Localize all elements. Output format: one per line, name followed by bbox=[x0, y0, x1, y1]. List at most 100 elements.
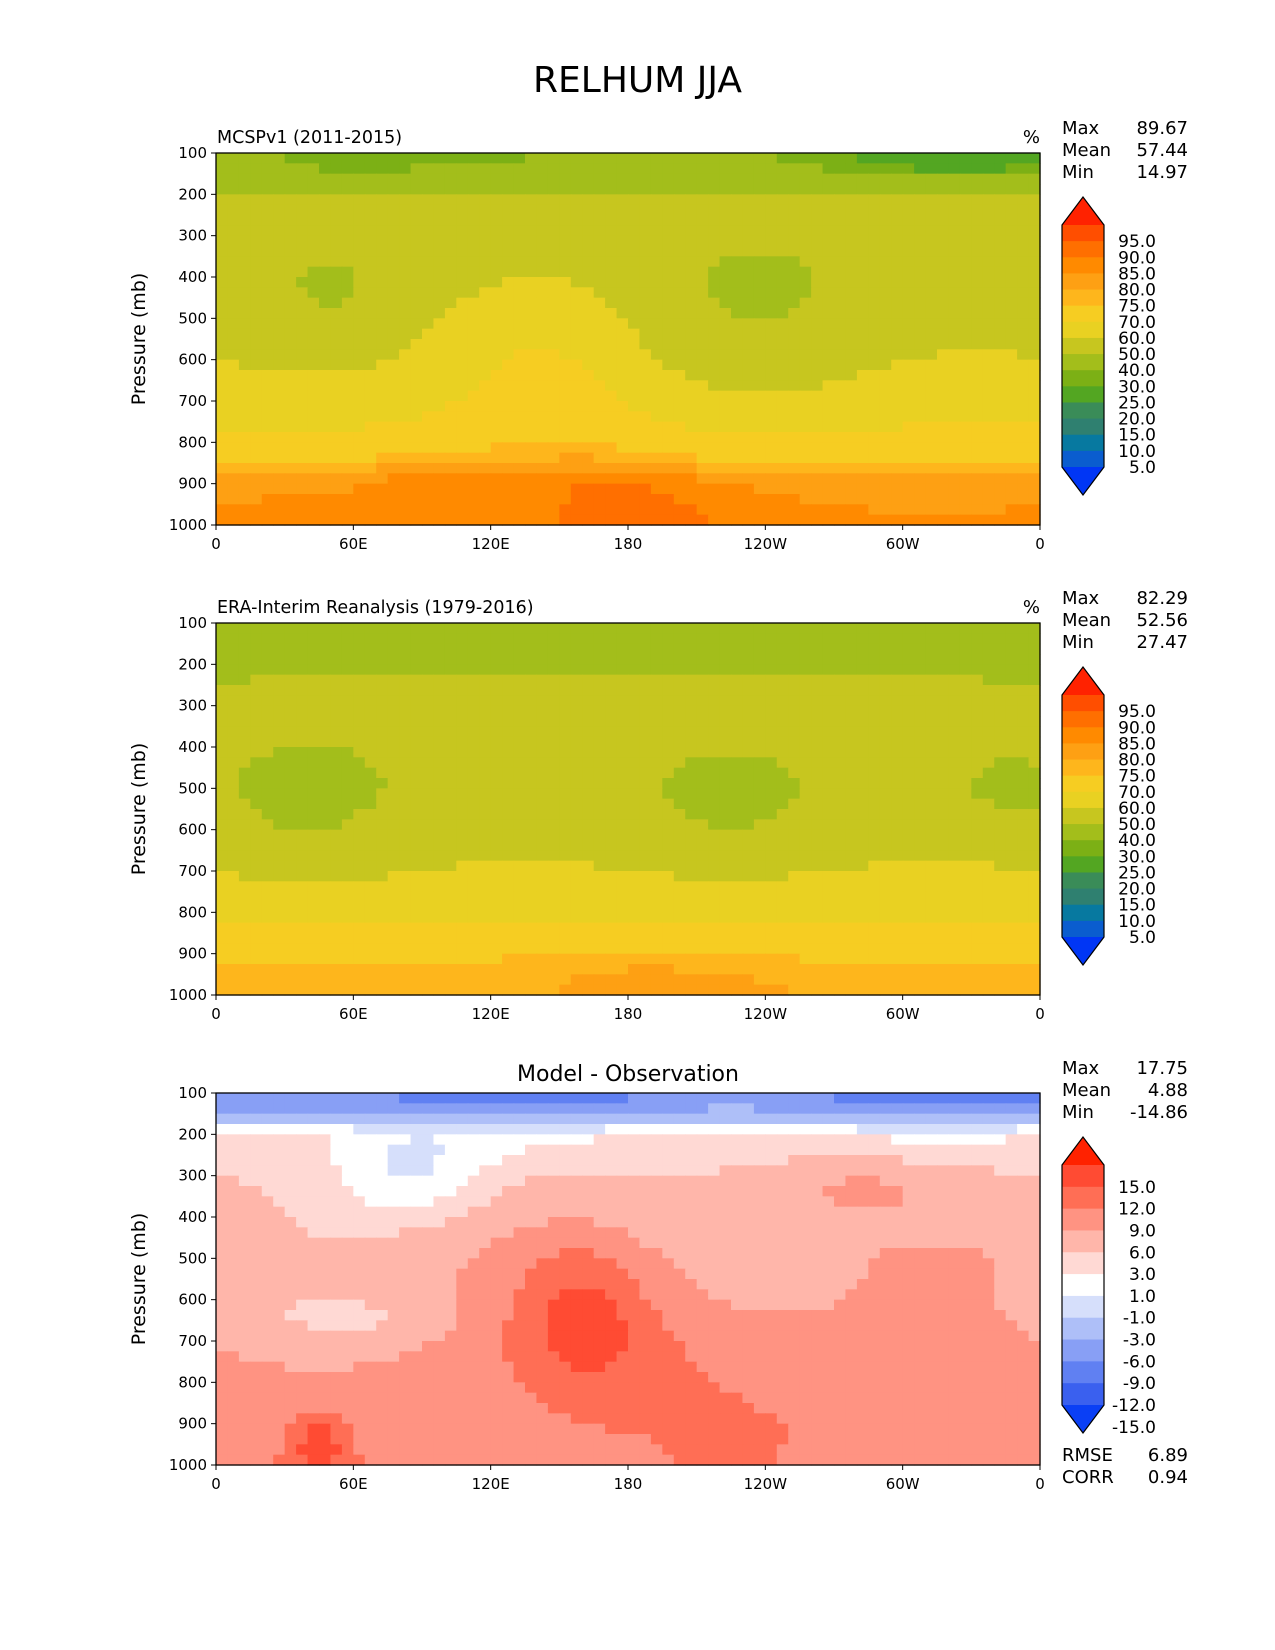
heatmap-cell bbox=[685, 757, 698, 769]
heatmap-cell bbox=[502, 767, 515, 779]
heatmap-cell bbox=[490, 421, 503, 433]
heatmap-cell bbox=[628, 339, 641, 350]
heatmap-cell bbox=[376, 452, 389, 464]
heatmap-cell bbox=[765, 421, 778, 433]
heatmap-cell bbox=[216, 339, 229, 350]
heatmap-cell bbox=[959, 339, 972, 350]
heatmap-cell bbox=[845, 912, 858, 924]
heatmap-cell bbox=[410, 809, 423, 820]
heatmap-cell bbox=[1005, 370, 1018, 381]
heatmap-cell bbox=[776, 184, 789, 195]
heatmap-cell bbox=[1005, 473, 1018, 485]
heatmap-cell bbox=[1028, 194, 1041, 206]
heatmap-cell bbox=[982, 757, 995, 769]
heatmap-cell bbox=[433, 390, 446, 402]
heatmap-cell bbox=[456, 287, 469, 299]
heatmap-cell bbox=[1017, 494, 1030, 505]
heatmap-cell bbox=[765, 463, 778, 474]
heatmap-cell bbox=[570, 215, 583, 226]
heatmap-cell bbox=[364, 287, 377, 299]
heatmap-cell bbox=[593, 674, 606, 686]
heatmap-cell bbox=[444, 411, 457, 423]
heatmap-cell bbox=[639, 705, 652, 717]
heatmap-cell bbox=[593, 747, 606, 758]
heatmap-cell bbox=[662, 514, 675, 526]
heatmap-cell bbox=[891, 194, 904, 206]
heatmap-cell bbox=[765, 163, 778, 175]
heatmap-cell bbox=[891, 339, 904, 350]
heatmap-cell bbox=[559, 318, 572, 330]
heatmap-cell bbox=[502, 494, 515, 505]
heatmap-cell bbox=[731, 674, 744, 686]
heatmap-cell bbox=[845, 757, 858, 769]
heatmap-cell bbox=[628, 912, 641, 924]
heatmap-cell bbox=[341, 173, 354, 185]
heatmap-cell bbox=[971, 705, 984, 717]
heatmap-cell bbox=[662, 819, 675, 831]
heatmap-cell bbox=[216, 788, 229, 800]
heatmap-cell bbox=[742, 809, 755, 820]
heatmap-cell bbox=[433, 840, 446, 851]
heatmap-cell bbox=[250, 788, 263, 800]
heatmap-cell bbox=[227, 442, 240, 454]
heatmap-cell bbox=[593, 463, 606, 474]
heatmap-cell bbox=[868, 726, 881, 738]
heatmap-cell bbox=[216, 736, 229, 748]
heatmap-cell bbox=[971, 654, 984, 665]
heatmap-cell bbox=[559, 767, 572, 779]
heatmap-cell bbox=[1028, 912, 1041, 924]
heatmap-cell bbox=[559, 204, 572, 216]
heatmap-cell bbox=[238, 943, 251, 955]
heatmap-cell bbox=[731, 432, 744, 443]
heatmap-cell bbox=[570, 809, 583, 820]
heatmap-cell bbox=[891, 215, 904, 226]
heatmap-cell bbox=[662, 390, 675, 402]
heatmap-cell bbox=[525, 819, 538, 831]
heatmap-cell bbox=[547, 736, 560, 748]
heatmap-cell bbox=[639, 871, 652, 882]
heatmap-cell bbox=[971, 359, 984, 371]
heatmap-cell bbox=[822, 287, 835, 299]
heatmap-cell bbox=[387, 153, 400, 164]
heatmap-cell bbox=[216, 225, 229, 237]
heatmap-cell bbox=[525, 452, 538, 464]
heatmap-cell bbox=[433, 359, 446, 371]
heatmap-cell bbox=[673, 850, 686, 862]
heatmap-cell bbox=[433, 225, 446, 237]
heatmap-cell bbox=[307, 266, 320, 278]
heatmap-cell bbox=[1005, 339, 1018, 350]
heatmap-cell bbox=[353, 943, 366, 955]
heatmap-cell bbox=[536, 943, 549, 955]
heatmap-cell bbox=[399, 277, 412, 288]
heatmap-cell bbox=[971, 287, 984, 299]
heatmap-cell bbox=[891, 473, 904, 485]
heatmap-cell bbox=[799, 349, 812, 361]
heatmap-cell bbox=[776, 654, 789, 665]
heatmap-cell bbox=[1005, 902, 1018, 913]
heatmap-cell bbox=[891, 411, 904, 423]
heatmap-cell bbox=[822, 246, 835, 257]
heatmap-cell bbox=[811, 757, 824, 769]
heatmap-cell bbox=[479, 664, 492, 676]
heatmap-cell bbox=[261, 871, 274, 882]
heatmap-cell bbox=[994, 819, 1007, 831]
heatmap-cell bbox=[605, 173, 618, 185]
heatmap-cell bbox=[673, 798, 686, 810]
heatmap-cell bbox=[650, 266, 663, 278]
heatmap-cell bbox=[719, 514, 732, 526]
heatmap-cell bbox=[788, 902, 801, 913]
heatmap-cell bbox=[799, 757, 812, 769]
heatmap-cell bbox=[456, 674, 469, 686]
heatmap-cell bbox=[341, 494, 354, 505]
heatmap-cell bbox=[490, 359, 503, 371]
heatmap-cell bbox=[948, 654, 961, 665]
heatmap-cell bbox=[914, 411, 927, 423]
heatmap-cell bbox=[937, 153, 950, 164]
heatmap-cell bbox=[490, 442, 503, 454]
heatmap-cell bbox=[628, 473, 641, 485]
heatmap-cell bbox=[444, 643, 457, 655]
heatmap-cell bbox=[353, 194, 366, 206]
heatmap-cell bbox=[822, 494, 835, 505]
heatmap-cell bbox=[765, 349, 778, 361]
heatmap-cell bbox=[856, 370, 869, 381]
